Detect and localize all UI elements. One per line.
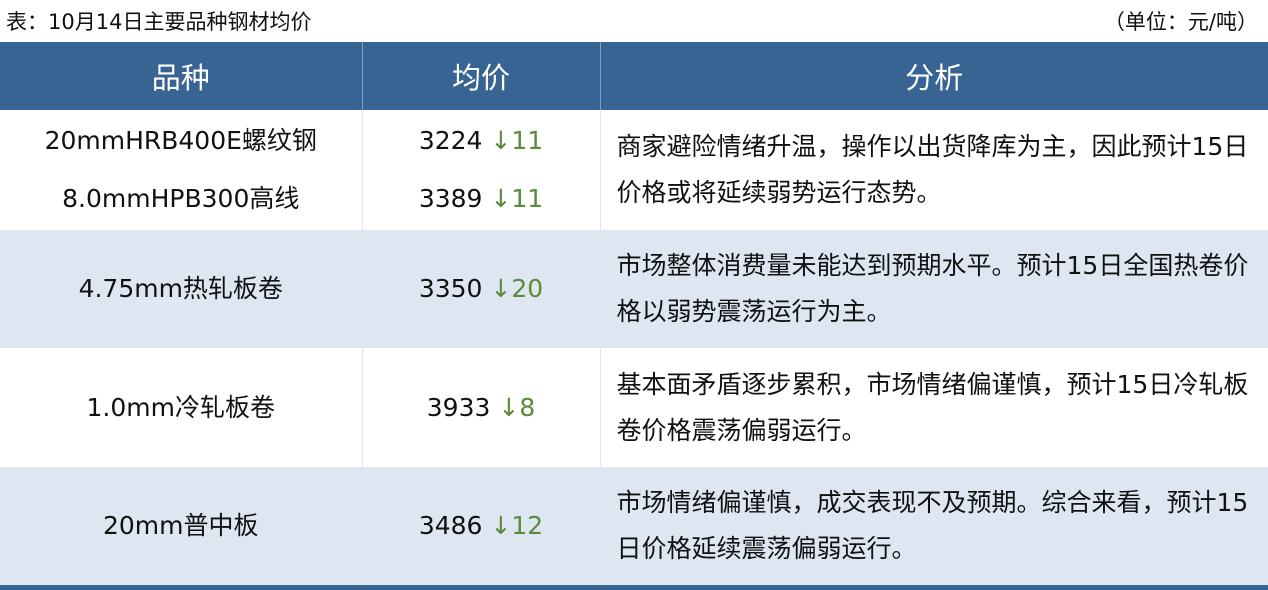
analysis-cell: 商家避险情绪升温，操作以出货降库为主，因此预计15日价格或将延续弱势运行态势。 [599, 110, 1268, 230]
header-price: 均价 [361, 42, 600, 110]
analysis-cell: 基本面矛盾逐步累积，市场情绪偏谨慎，预计15日冷轧板卷价格震荡偏弱运行。 [599, 348, 1268, 467]
analysis-cell: 市场整体消费量未能达到预期水平。预计15日全国热卷价格以弱势震荡运行为主。 [599, 230, 1268, 348]
variety-name: 4.75mm热轧板卷 [0, 230, 362, 348]
unit-label: （单位：元/吨） [1103, 10, 1258, 34]
price-value: 3389 [418, 184, 483, 213]
header-variety: 品种 [0, 42, 362, 110]
variety-name: 8.0mmHPB300高线 [62, 184, 300, 213]
table-row: 20mm普中板 3486 ↓12 市场情绪偏谨慎，成交表现不及预期。综合来看，预… [0, 467, 1268, 590]
price-value: 3224 [418, 126, 483, 155]
price-change: 8 [519, 392, 536, 422]
steel-price-table: 品种 均价 分析 20mmHRB400E螺纹钢 8.0mmHPB300高线 32… [0, 42, 1268, 590]
price-change: 20 [511, 274, 544, 303]
table-row: 1.0mm冷轧板卷 3933 ↓8 基本面矛盾逐步累积，市场情绪偏谨慎，预计15… [0, 348, 1268, 467]
price-cell: 3933 ↓8 [361, 348, 600, 467]
arrow-down-icon: ↓ [490, 274, 512, 303]
analysis-cell: 市场情绪偏谨慎，成交表现不及预期。综合来看，预计15日价格延续震荡偏弱运行。 [599, 467, 1268, 590]
table-row: 20mmHRB400E螺纹钢 8.0mmHPB300高线 3224 ↓11 33… [0, 110, 1268, 230]
variety-name: 1.0mm冷轧板卷 [86, 392, 275, 422]
price-cell: 3224 ↓11 3389 ↓11 [361, 110, 600, 230]
price-value: 3350 [418, 274, 483, 303]
table-title: 表：10月14日主要品种钢材均价 [6, 10, 312, 34]
price-value: 3486 [418, 510, 483, 540]
price-cell: 3486 ↓12 [361, 467, 600, 590]
variety-name: 20mm普中板 [0, 467, 362, 590]
arrow-down-icon: ↓ [490, 126, 512, 155]
price-change: 11 [511, 126, 544, 155]
variety-cell: 20mmHRB400E螺纹钢 8.0mmHPB300高线 [0, 110, 362, 230]
arrow-down-icon: ↓ [498, 392, 520, 422]
header-row: 品种 均价 分析 [0, 42, 1268, 110]
price-change: 12 [511, 510, 544, 540]
header-analysis: 分析 [599, 42, 1268, 110]
arrow-down-icon: ↓ [490, 184, 512, 213]
table-row: 4.75mm热轧板卷 3350 ↓20 市场整体消费量未能达到预期水平。预计15… [0, 230, 1268, 348]
price-cell: 3350 ↓20 [361, 230, 600, 348]
price-change: 11 [511, 184, 544, 213]
price-value: 3933 [426, 392, 491, 422]
arrow-down-icon: ↓ [490, 510, 512, 540]
variety-name: 20mmHRB400E螺纹钢 [44, 126, 317, 155]
